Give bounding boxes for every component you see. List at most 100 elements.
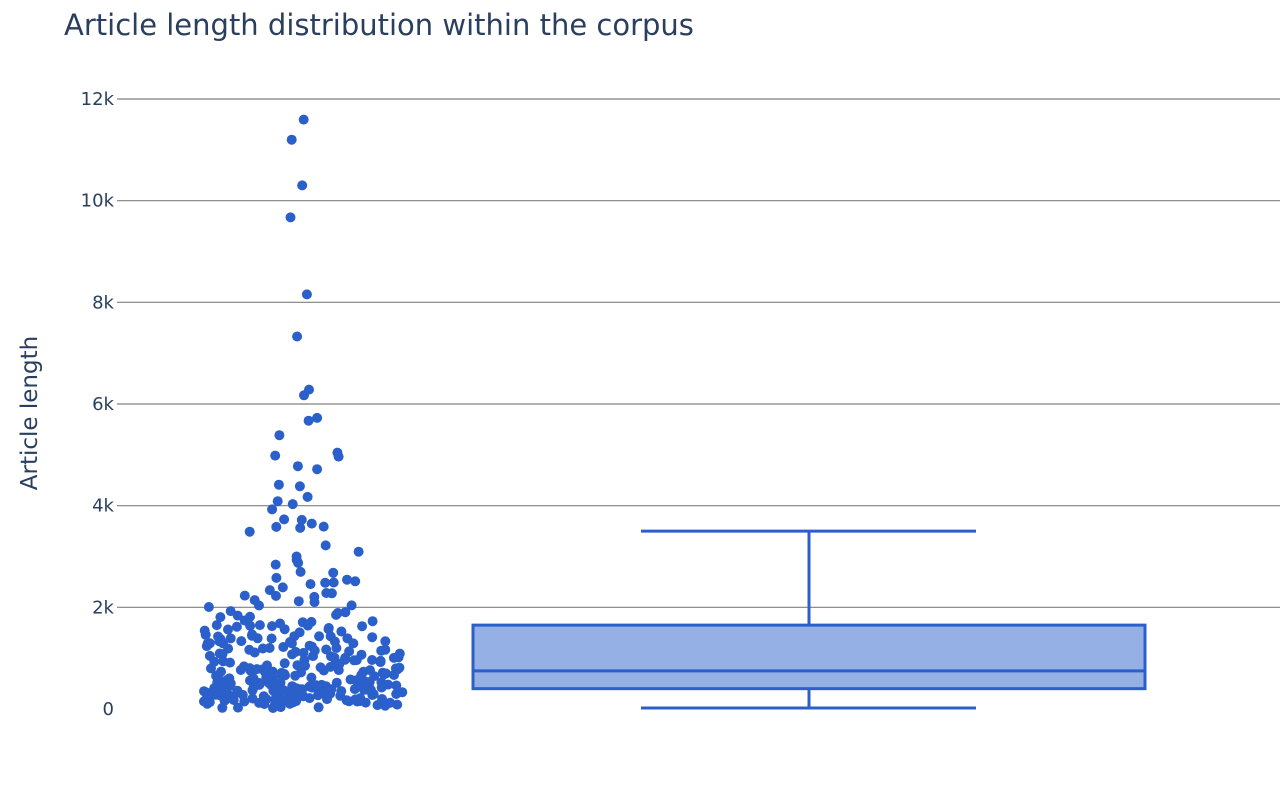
data-point — [394, 648, 405, 659]
data-point — [313, 702, 324, 713]
data-point — [394, 662, 405, 673]
data-point — [380, 636, 391, 647]
data-point — [320, 577, 331, 588]
data-point — [331, 677, 342, 688]
data-point — [236, 636, 247, 647]
data-point — [203, 602, 214, 612]
data-point — [341, 695, 352, 706]
data-point — [332, 608, 343, 618]
data-point — [254, 600, 264, 611]
data-point — [233, 702, 243, 713]
data-point — [298, 114, 309, 125]
data-point — [292, 690, 303, 700]
data-point — [204, 650, 215, 661]
data-point — [239, 615, 250, 626]
data-point — [372, 700, 383, 711]
y-axis-label: Article length — [17, 336, 43, 490]
data-points — [199, 114, 408, 713]
data-point — [328, 577, 339, 588]
data-point — [201, 641, 212, 652]
data-point — [222, 692, 233, 703]
data-point — [254, 697, 265, 708]
y-tick-label: 10k — [81, 191, 115, 212]
box-and-whiskers — [471, 529, 1147, 710]
data-point — [314, 631, 325, 642]
y-tick-label: 2k — [92, 597, 114, 618]
data-point — [376, 645, 387, 656]
data-point — [367, 632, 378, 643]
data-point — [360, 697, 371, 708]
data-point — [215, 612, 226, 623]
data-point — [315, 662, 326, 673]
data-point — [333, 451, 344, 462]
data-point — [328, 567, 339, 578]
data-point — [297, 180, 308, 191]
data-point — [380, 700, 391, 711]
data-point — [359, 684, 369, 695]
data-point — [270, 450, 281, 461]
data-point — [353, 546, 364, 557]
data-point — [273, 479, 284, 490]
data-point — [367, 655, 378, 665]
data-point — [218, 656, 229, 667]
data-point — [375, 655, 386, 666]
data-point — [211, 620, 222, 631]
data-point — [306, 518, 317, 529]
data-point — [247, 630, 257, 641]
data-point — [231, 621, 242, 632]
y-axis-ticks: 0 2k 4k 6k 8k 10k 12k — [81, 89, 115, 720]
data-point — [235, 665, 246, 675]
y-tick-label: 12k — [81, 89, 115, 110]
data-point — [244, 526, 255, 537]
data-point — [333, 665, 344, 676]
data-point — [207, 688, 218, 699]
data-point — [237, 689, 248, 700]
data-point — [287, 649, 298, 660]
data-point — [278, 685, 289, 696]
data-point — [329, 636, 340, 647]
data-point — [248, 673, 259, 684]
data-point — [239, 590, 250, 601]
data-point — [367, 616, 378, 627]
data-point — [267, 504, 278, 515]
data-point — [249, 647, 260, 658]
data-point — [218, 638, 228, 649]
data-point — [295, 566, 306, 577]
data-point — [342, 574, 352, 585]
data-point — [199, 625, 210, 636]
data-point — [275, 618, 285, 629]
data-point — [225, 633, 236, 644]
data-point — [348, 638, 359, 649]
data-point — [222, 674, 233, 685]
data-point — [339, 654, 350, 665]
data-point — [349, 684, 360, 695]
data-point — [277, 582, 288, 593]
data-point — [350, 576, 361, 587]
data-point — [270, 559, 281, 570]
data-point — [340, 607, 351, 618]
data-point — [286, 134, 297, 145]
data-point — [217, 702, 228, 713]
data-point — [391, 680, 402, 691]
data-point — [326, 588, 337, 599]
data-point — [271, 590, 281, 601]
data-point — [202, 698, 213, 709]
data-point — [206, 663, 216, 674]
data-point — [287, 499, 298, 510]
data-point — [302, 620, 313, 631]
data-point — [357, 621, 368, 632]
data-point — [312, 412, 323, 423]
data-point — [266, 633, 277, 644]
data-point — [303, 415, 314, 426]
data-point — [336, 686, 347, 697]
data-point — [300, 660, 310, 671]
data-point — [352, 696, 363, 707]
data-point — [320, 540, 331, 551]
data-point — [312, 464, 323, 475]
data-point — [271, 572, 282, 583]
data-point — [311, 680, 322, 691]
data-point — [225, 606, 236, 617]
y-tick-label: 8k — [92, 292, 114, 313]
data-point — [299, 390, 309, 401]
